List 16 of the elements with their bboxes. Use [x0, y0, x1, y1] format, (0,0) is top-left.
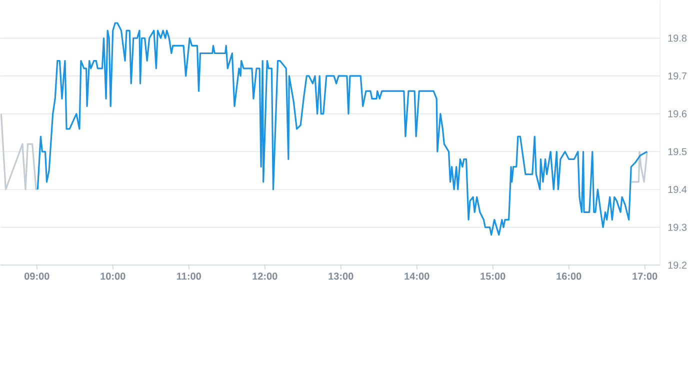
- y-tick-label: 19.8: [668, 34, 687, 42]
- x-tick-label: 09:00: [24, 272, 50, 280]
- x-tick-label: 11:00: [176, 272, 201, 280]
- x-tick-label: 12:00: [252, 272, 278, 280]
- x-tick-label: 10:00: [100, 272, 126, 280]
- y-tick-label: 19.5: [668, 148, 687, 156]
- x-tick-label: 14:00: [404, 272, 430, 280]
- x-tick-label: 13:00: [328, 272, 354, 280]
- y-tick-label: 19.3: [668, 224, 687, 231]
- y-tick-label: 19.7: [668, 72, 686, 80]
- y-tick-label: 19.2: [668, 262, 686, 269]
- x-tick-label: 15:00: [480, 272, 506, 280]
- x-tick-label: 17:00: [632, 272, 658, 280]
- y-tick-label: 19.4: [668, 186, 687, 193]
- x-tick-label: 16:00: [556, 272, 582, 280]
- y-tick-label: 19.6: [668, 110, 687, 118]
